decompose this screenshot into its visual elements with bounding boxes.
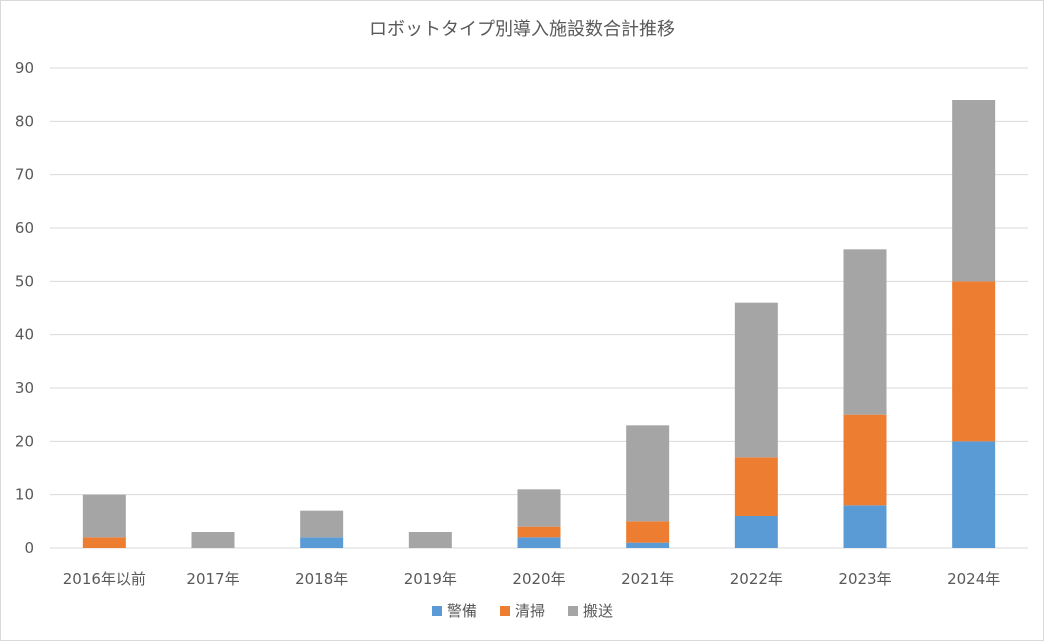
bar-清掃-2021年 — [626, 521, 670, 543]
y-tick-label: 80 — [15, 112, 34, 130]
y-tick-label: 40 — [15, 326, 34, 344]
y-tick-label: 30 — [15, 379, 34, 397]
y-axis-ticks: 0 10 20 30 40 50 60 70 80 90 — [15, 59, 34, 557]
legend-swatch-清掃 — [500, 606, 510, 616]
x-tick-label: 2024年 — [947, 570, 1000, 588]
bar-搬送-2018年 — [300, 510, 344, 538]
legend-label: 搬送 — [583, 602, 613, 620]
x-tick-label: 2019年 — [404, 570, 457, 588]
x-tick-label: 2020年 — [512, 570, 565, 588]
bar-搬送-2021年 — [626, 425, 670, 522]
bar-警備-2024年 — [952, 441, 996, 548]
bar-警備-2023年 — [843, 505, 887, 548]
legend-label: 清掃 — [515, 602, 545, 620]
bar-清掃-2023年 — [843, 414, 887, 506]
y-tick-label: 20 — [15, 432, 34, 450]
x-axis-ticks: 2016年以前 2017年 2018年 2019年 2020年 2021年 2022年 202… — [63, 570, 1001, 588]
legend-label: 警備 — [447, 602, 477, 620]
x-tick-label: 2017年 — [186, 570, 239, 588]
legend-swatch-搬送 — [568, 606, 578, 616]
legend-swatch-警備 — [432, 606, 442, 616]
y-tick-label: 10 — [15, 486, 34, 504]
x-tick-label: 2018年 — [295, 570, 348, 588]
x-tick-label: 2022年 — [730, 570, 783, 588]
y-tick-label: 50 — [15, 272, 34, 290]
x-tick-label: 2021年 — [621, 570, 674, 588]
bar-搬送-2023年 — [843, 249, 887, 415]
bar-清掃-2020年 — [517, 526, 561, 538]
bar-清掃-2024年 — [952, 281, 996, 442]
bar-搬送-2019年 — [408, 532, 452, 548]
y-tick-label: 70 — [15, 166, 34, 184]
chart-title: ロボットタイプ別導入施設数合計推移 — [369, 19, 675, 40]
bar-搬送-2016年以前 — [82, 494, 126, 538]
bar-警備-2020年 — [517, 537, 561, 548]
bar-警備-2021年 — [626, 542, 670, 548]
y-tick-label: 0 — [24, 539, 34, 557]
bar-搬送-2022年 — [734, 302, 778, 458]
bars — [82, 100, 996, 548]
x-tick-label: 2016年以前 — [63, 570, 146, 588]
y-tick-label: 60 — [15, 219, 34, 237]
bar-警備-2018年 — [300, 537, 344, 548]
bar-清掃-2016年以前 — [82, 537, 126, 548]
x-tick-label: 2023年 — [838, 570, 891, 588]
bar-搬送-2020年 — [517, 489, 561, 527]
bar-警備-2022年 — [734, 516, 778, 548]
bar-搬送-2017年 — [191, 532, 235, 548]
y-tick-label: 90 — [15, 59, 34, 77]
bar-搬送-2024年 — [952, 100, 996, 282]
bar-清掃-2022年 — [734, 457, 778, 516]
legend: 警備 清掃 搬送 — [432, 602, 613, 620]
